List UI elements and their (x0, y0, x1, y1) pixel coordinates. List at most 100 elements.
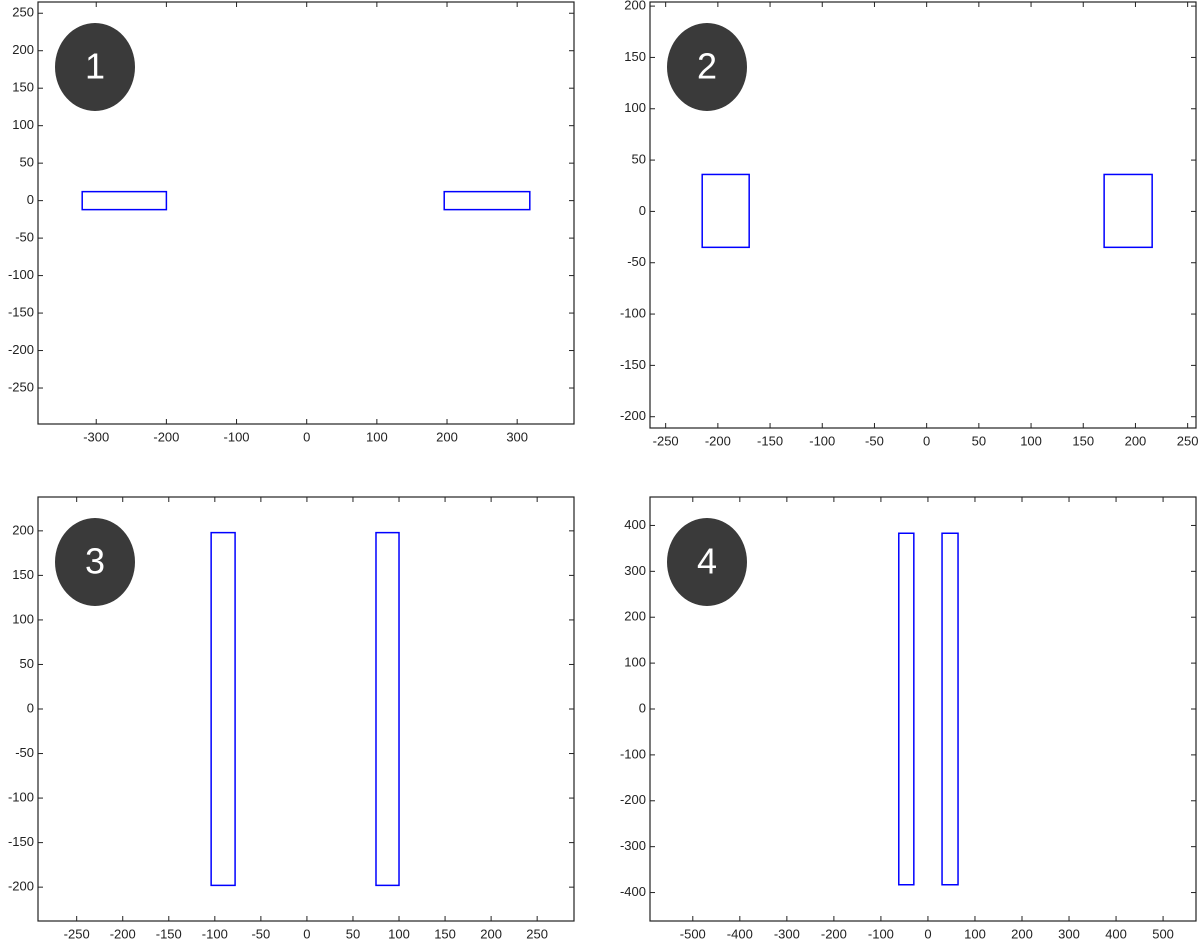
x-tick-label: 200 (1011, 926, 1033, 941)
x-tick-label: -250 (64, 926, 90, 941)
x-tick-label: 0 (303, 926, 310, 941)
axes-box (37, 1, 575, 425)
y-tick-label: -50 (627, 254, 646, 269)
x-tick-label: -100 (868, 926, 894, 941)
x-tick-label: -400 (727, 926, 753, 941)
y-tick-label: -150 (8, 834, 34, 849)
panel: -300 -200 -100 0 100 200 300 -250 -200 -150 -100 -5… (8, 1, 575, 444)
x-tick-label: 0 (303, 429, 310, 444)
axes-box (649, 1, 1197, 429)
badge (667, 23, 747, 111)
x-tick-label: -300 (774, 926, 800, 941)
rectangle (941, 532, 959, 886)
y-tick-label: 0 (27, 700, 34, 715)
badge (55, 23, 135, 111)
x-tick-label: 100 (1020, 433, 1042, 448)
y-tick-label: -250 (8, 379, 34, 394)
x-tick-label: -100 (224, 429, 250, 444)
y-tick-label: -50 (15, 745, 34, 760)
x-tick-label: -150 (757, 433, 783, 448)
badge-label: 3 (85, 541, 105, 582)
x-tick-label: -200 (110, 926, 136, 941)
rectangle (81, 190, 168, 211)
x-tick-label: 150 (434, 926, 456, 941)
x-tick-label: -250 (653, 433, 679, 448)
y-tick-label: -150 (620, 357, 646, 372)
x-tick-label: -50 (865, 433, 884, 448)
y-tick-label: 200 (624, 609, 646, 624)
x-tick-label: 100 (388, 926, 410, 941)
rectangle (210, 531, 236, 887)
y-tick-label: -200 (620, 792, 646, 807)
y-tick-label: 150 (624, 49, 646, 64)
x-tick-label: 100 (366, 429, 388, 444)
y-tick-label: 0 (639, 700, 646, 715)
x-tick-label: 250 (1177, 433, 1199, 448)
x-tick-label: -100 (809, 433, 835, 448)
x-tick-label: -500 (680, 926, 706, 941)
x-tick-label: 0 (923, 433, 930, 448)
rectangle (375, 531, 400, 887)
y-tick-label: 0 (639, 203, 646, 218)
y-tick-label: 100 (12, 611, 34, 626)
y-tick-label: -200 (8, 879, 34, 894)
rectangle (443, 190, 531, 211)
x-tick-label: -200 (153, 429, 179, 444)
x-tick-label: 500 (1152, 926, 1174, 941)
y-tick-label: 50 (20, 656, 34, 671)
badge (55, 518, 135, 606)
y-tick-label: 150 (12, 80, 34, 95)
y-tick-label: -200 (8, 342, 34, 357)
y-tick-label: -100 (8, 790, 34, 805)
y-tick-label: 50 (20, 155, 34, 170)
y-tick-label: 100 (624, 100, 646, 115)
y-tick-label: 100 (624, 655, 646, 670)
y-tick-label: -200 (620, 408, 646, 423)
x-tick-label: 400 (1105, 926, 1127, 941)
rectangle (898, 532, 915, 886)
y-tick-label: -100 (620, 305, 646, 320)
y-tick-label: 0 (27, 192, 34, 207)
x-tick-label: 200 (1125, 433, 1147, 448)
y-tick-label: -100 (8, 267, 34, 282)
y-tick-label: 250 (12, 5, 34, 20)
y-tick-label: -50 (15, 230, 34, 245)
x-tick-label: 0 (924, 926, 931, 941)
badge-label: 2 (697, 46, 717, 87)
badge (667, 518, 747, 606)
x-tick-label: 200 (436, 429, 458, 444)
y-tick-label: -100 (620, 746, 646, 761)
x-tick-label: 300 (506, 429, 528, 444)
x-tick-label: -150 (156, 926, 182, 941)
y-tick-label: -150 (8, 305, 34, 320)
x-tick-label: 150 (1072, 433, 1094, 448)
x-tick-label: -50 (251, 926, 270, 941)
x-tick-label: -100 (202, 926, 228, 941)
y-tick-label: 200 (12, 522, 34, 537)
x-tick-label: 250 (526, 926, 548, 941)
x-tick-label: -200 (705, 433, 731, 448)
y-tick-label: 150 (12, 567, 34, 582)
x-tick-label: 300 (1058, 926, 1080, 941)
badge-label: 4 (697, 541, 717, 582)
panel: -250 -200 -150 -100 -50 0 50 100 150 200 250-200-1… (620, 0, 1199, 448)
y-tick-label: 200 (624, 0, 646, 13)
panel: -250 -200 -150 -100 -50 0 50 100 150 200 250 -200 -1… (8, 496, 575, 941)
badge-label: 1 (85, 46, 105, 87)
x-tick-label: 200 (480, 926, 502, 941)
x-tick-label: 100 (964, 926, 986, 941)
y-tick-label: 300 (624, 563, 646, 578)
panel: -500 -400 -300 -200 -100 0 100 200 300 400 500 -400… (620, 496, 1197, 941)
y-tick-label: 400 (624, 517, 646, 532)
x-tick-label: -200 (821, 926, 847, 941)
x-tick-label: 50 (346, 926, 360, 941)
y-tick-label: -300 (620, 838, 646, 853)
y-tick-label: 200 (12, 42, 34, 57)
x-tick-label: -300 (83, 429, 109, 444)
rectangle (701, 173, 750, 249)
rectangle (1103, 173, 1153, 249)
x-tick-label: 50 (972, 433, 986, 448)
y-tick-label: 50 (632, 152, 646, 167)
y-tick-label: -400 (620, 884, 646, 899)
